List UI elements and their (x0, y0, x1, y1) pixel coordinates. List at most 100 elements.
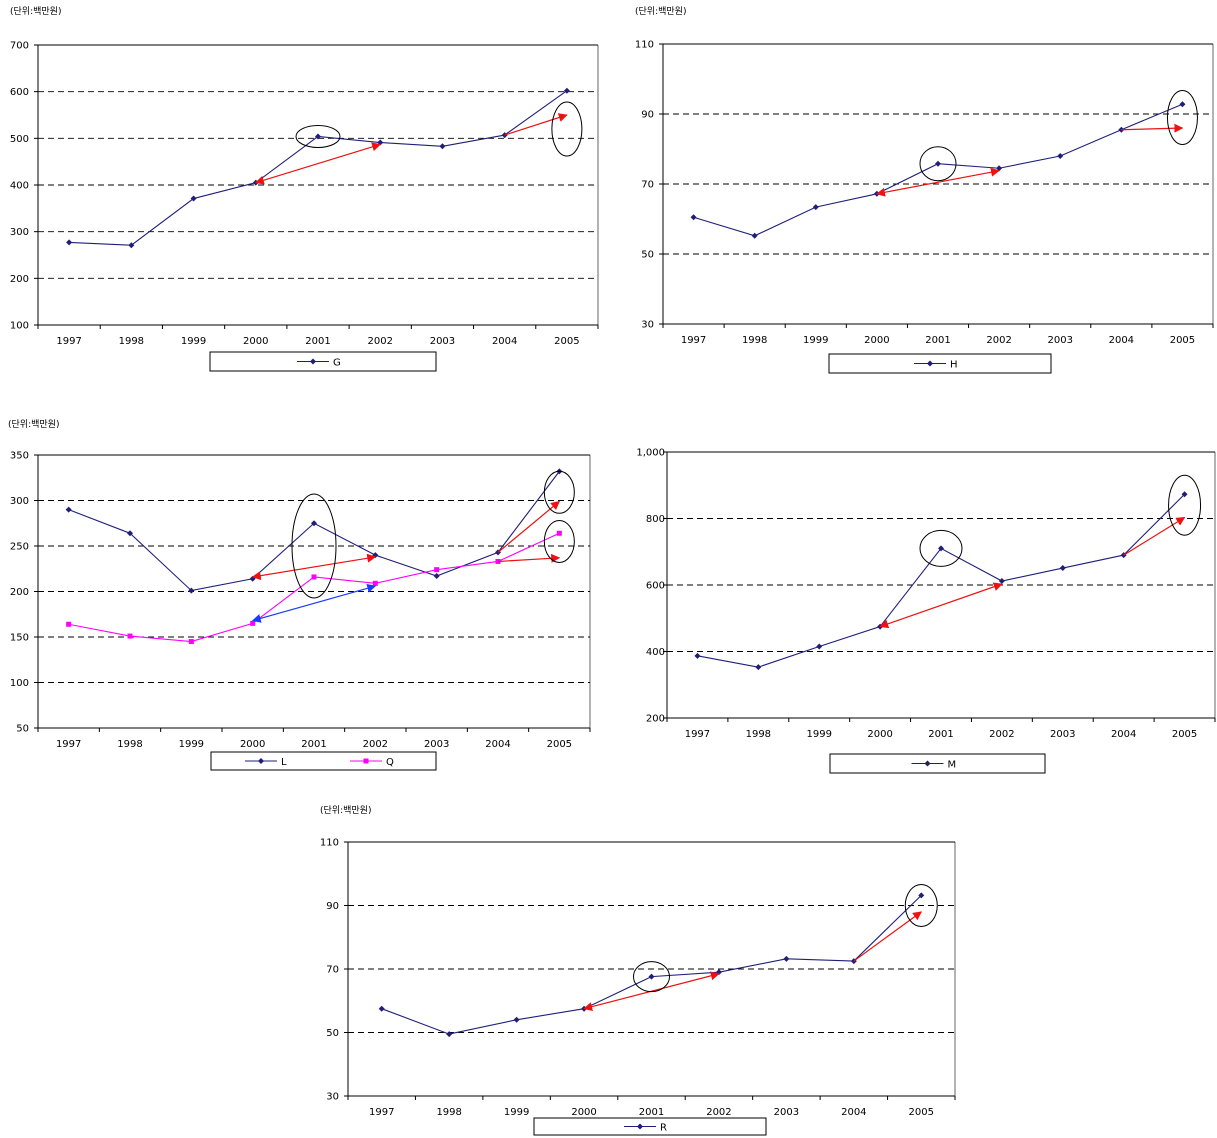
x-tick-label: 2004 (485, 739, 510, 750)
x-tick-label: 1997 (369, 1107, 394, 1118)
legend: M (829, 753, 1046, 774)
x-tick-label: 1999 (504, 1107, 529, 1118)
chart-lq: (단위:백만원) 50 100 150 200 250 300 350 1997 1998 1999… (8, 419, 591, 771)
y-tick-label: 600 (10, 87, 29, 98)
data-point-g (439, 143, 446, 150)
data-point-g (66, 239, 73, 246)
data-point-l (65, 506, 72, 513)
y-tick-label: 30 (641, 320, 654, 331)
y-tick-label: 100 (10, 321, 29, 332)
highlight-circle (919, 529, 963, 567)
trend-arrow (1123, 516, 1186, 556)
data-point-h (935, 160, 941, 167)
data-point-m (998, 578, 1005, 585)
data-point-g (190, 195, 197, 202)
data-point-m (694, 652, 701, 659)
trend-arrow (876, 167, 1000, 197)
data-point-r (446, 1031, 453, 1038)
y-tick-label: 500 (10, 134, 29, 145)
y-tick-label: 150 (10, 633, 29, 644)
y-tick-label: 50 (326, 1028, 339, 1039)
x-tick-label: 2005 (1172, 729, 1197, 740)
trend-arrow (1121, 123, 1184, 133)
data-point-q (188, 639, 194, 645)
unit-label: (단위:백만원) (10, 6, 61, 17)
y-tick-label: 200 (10, 587, 29, 598)
data-point-q (311, 574, 317, 580)
x-tick-label: 2004 (1109, 335, 1134, 346)
x-tick-label: 2005 (1170, 335, 1195, 346)
data-point-m (755, 664, 762, 671)
y-tick-label: 700 (10, 41, 29, 52)
series-line-q (68, 532, 560, 643)
data-point-q (127, 633, 133, 639)
y-tick-label: 300 (10, 227, 29, 238)
highlight-circle (1168, 474, 1202, 536)
legend-label-h: H (950, 360, 958, 371)
highlight-circle (295, 124, 341, 148)
x-tick-label: 2005 (909, 1107, 934, 1118)
y-tick-label: 70 (641, 180, 654, 191)
trend-arrow (251, 583, 377, 623)
trend-arrow (254, 142, 382, 185)
highlight-circle (543, 519, 575, 563)
data-point-m (1059, 565, 1066, 572)
legend-marker (258, 758, 264, 764)
x-tick-label: 2003 (1047, 335, 1072, 346)
data-point-g (128, 242, 135, 249)
y-tick-label: 800 (646, 514, 665, 525)
data-point-l (311, 520, 317, 527)
x-tick-label: 2002 (363, 739, 388, 750)
data-point-q (372, 580, 378, 586)
legend-marker (637, 1123, 643, 1130)
data-point-r (783, 955, 790, 962)
data-point-h (996, 165, 1003, 172)
trend-arrow (879, 582, 1003, 629)
x-tick-label: 2001 (925, 335, 950, 346)
unit-label: (단위:백만원) (320, 805, 371, 816)
series-line-l (68, 471, 560, 592)
x-tick-label: 2000 (864, 335, 889, 346)
x-tick-label: 2001 (301, 739, 326, 750)
x-tick-label: 2003 (774, 1107, 799, 1118)
legend-marker (924, 760, 931, 767)
series-line-g (69, 90, 568, 246)
legend-box (210, 751, 437, 771)
x-tick-label: 1998 (436, 1107, 461, 1118)
unit-label: (단위:백만원) (635, 6, 686, 17)
data-point-r (378, 1005, 385, 1012)
legend: G (209, 351, 437, 372)
data-point-g (563, 87, 570, 94)
trend-arrow (497, 553, 561, 563)
x-tick-label: 1999 (803, 335, 828, 346)
highlight-circle (904, 884, 938, 927)
highlight-circle (1166, 90, 1198, 145)
x-tick-label: 2005 (554, 336, 579, 347)
x-tick-label: 1998 (119, 336, 144, 347)
data-point-l (433, 573, 440, 580)
chart-h: (단위:백만원) 30 50 70 90 110 1997 1998 1999 2000 2001 2… (635, 6, 1214, 374)
y-tick-label: 30 (326, 1092, 339, 1103)
x-tick-label: 2001 (305, 336, 330, 347)
highlight-circle (633, 961, 670, 993)
x-tick-label: 1997 (56, 336, 81, 347)
trend-arrow (504, 113, 568, 136)
highlight-circle (551, 101, 583, 157)
chart-g: (단위:백만원) 100 200 300 400 500 600 700 1997 1998 199… (10, 6, 599, 372)
data-point-h (690, 214, 697, 221)
legend-marker (310, 358, 316, 365)
data-point-q (556, 530, 562, 536)
x-tick-label: 2000 (571, 1107, 596, 1118)
chart-r: (단위:백만원) 30 50 70 90 110 1997 1998 1999 2000 2001 2… (320, 805, 956, 1136)
legend-label-m: M (948, 760, 957, 771)
x-tick-label: 1997 (685, 729, 710, 740)
data-point-m (816, 643, 823, 650)
series-line-r (381, 894, 922, 1035)
x-tick-label: 2000 (240, 739, 265, 750)
data-point-l (188, 587, 195, 594)
data-point-h (1057, 153, 1064, 159)
highlight-circle (291, 493, 337, 599)
y-tick-label: 400 (10, 181, 29, 192)
